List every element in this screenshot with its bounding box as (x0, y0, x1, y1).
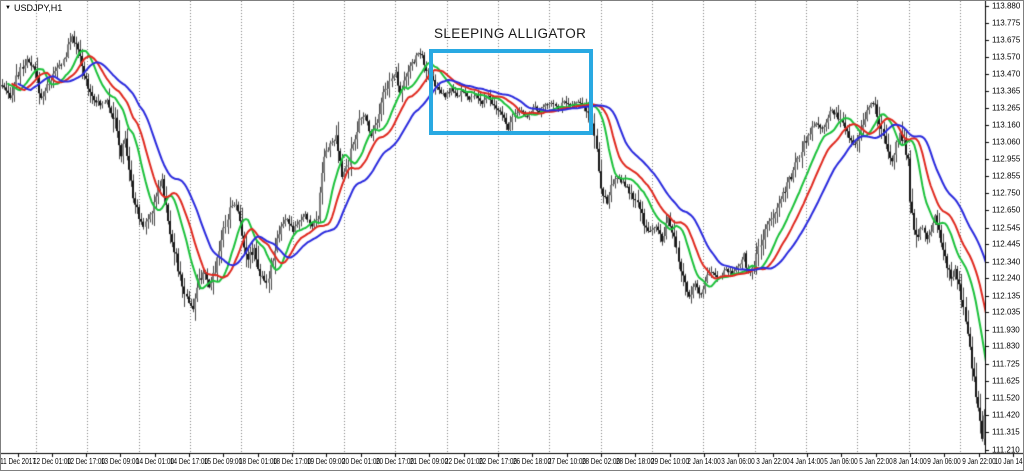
price-axis-label: 113.060 (992, 137, 1021, 147)
time-axis-label: 13 Dec 09:00 (101, 457, 140, 466)
price-axis-label: 111.520 (992, 393, 1020, 403)
time-axis-label: 9 Jan 22:00 (962, 457, 996, 466)
time-axis-label: 26 Dec 18:00 (513, 457, 552, 466)
price-axis-label: 112.545 (992, 223, 1021, 233)
time-axis-label: 4 Jan 14:00 (790, 457, 824, 466)
time-axis-label: 19 Dec 09:00 (307, 457, 346, 466)
price-axis-label: 112.240 (992, 273, 1021, 283)
price-axis-label: 113.160 (992, 120, 1021, 130)
time-axis-label: 28 Dec 02:00 (582, 457, 621, 466)
price-axis-label: 112.340 (992, 257, 1021, 267)
price-axis-label: 111.930 (992, 325, 1020, 335)
price-axis-label: 111.210 (992, 445, 1020, 455)
price-axis-label: 112.955 (992, 154, 1021, 164)
symbol-label: ▼ USDJPY,H1 (5, 3, 62, 13)
time-axis-label: 3 Jan 22:00 (756, 457, 790, 466)
price-axis-label: 111.725 (992, 359, 1020, 369)
time-axis-label: 22 Dec 17:00 (479, 457, 518, 466)
price-axis-label: 112.135 (992, 291, 1021, 301)
symbol-label-text: USDJPY,H1 (13, 3, 63, 13)
time-axis-label: 9 Jan 06:00 (927, 457, 962, 466)
time-axis-label: 18 Dec 17:00 (273, 457, 312, 466)
time-axis-label: 22 Dec 01:00 (444, 457, 483, 466)
price-axis-label: 112.855 (992, 171, 1021, 181)
price-axis-label: 112.650 (992, 205, 1021, 215)
price-axis-label: 113.470 (992, 69, 1021, 79)
price-axis-label: 113.570 (992, 52, 1021, 62)
time-axis-label: 21 Dec 09:00 (410, 457, 449, 466)
price-axis-label: 113.675 (992, 35, 1021, 45)
time-axis-label: 15 Dec 09:00 (204, 457, 243, 466)
time-axis-label: 28 Dec 18:00 (616, 457, 655, 466)
price-axis-label: 111.420 (992, 410, 1020, 420)
time-axis-label: 12 Dec 17:00 (67, 457, 106, 466)
price-axis-label: 111.315 (992, 427, 1020, 437)
time-axis-label: 27 Dec 10:00 (547, 457, 586, 466)
price-axis-label: 113.775 (992, 18, 1021, 28)
time-axis-label: 14 Dec 01:00 (135, 457, 174, 466)
time-axis-label: 10 Jan 14:00 (994, 457, 1023, 466)
price-axis-label: 113.365 (992, 86, 1021, 96)
price-axis[interactable]: 113.880 113.775 113.675 113.570 113.470 113.3… (987, 1, 1023, 454)
time-axis-label: 3 Jan 06:00 (721, 457, 756, 466)
time-axis-label: 12 Dec 01:00 (32, 457, 71, 466)
time-axis-label: 5 Jan 06:00 (824, 457, 859, 466)
price-axis-label: 112.035 (992, 307, 1021, 317)
time-axis-label: 2 Jan 14:00 (687, 457, 721, 466)
collapse-arrow-icon[interactable]: ▼ (5, 4, 11, 11)
time-axis[interactable]: 11 Dec 2017 12 Dec 01:00 12 Dec 17:00 13 De… (1, 454, 1023, 470)
highlight-box[interactable] (429, 48, 594, 136)
price-axis-label: 111.830 (992, 341, 1020, 351)
annotation-label[interactable]: SLEEPING ALLIGATOR (434, 26, 587, 41)
time-axis-label: 29 Dec 10:00 (650, 457, 689, 466)
time-axis-label: 14 Dec 17:00 (170, 457, 209, 466)
time-axis-label: 18 Dec 01:00 (238, 457, 277, 466)
price-axis-label: 112.750 (992, 188, 1021, 198)
time-axis-label: 8 Jan 14:00 (893, 457, 927, 466)
time-axis-label: 11 Dec 2017 (0, 457, 36, 466)
time-axis-label: 5 Jan 22:00 (859, 457, 893, 466)
price-axis-label: 112.445 (992, 239, 1021, 249)
price-axis-label: 113.265 (992, 103, 1021, 113)
price-axis-label: 111.625 (992, 376, 1020, 386)
price-axis-label: 113.880 (992, 1, 1021, 10)
time-axis-label: 20 Dec 17:00 (376, 457, 415, 466)
time-axis-label: 20 Dec 01:00 (341, 457, 380, 466)
